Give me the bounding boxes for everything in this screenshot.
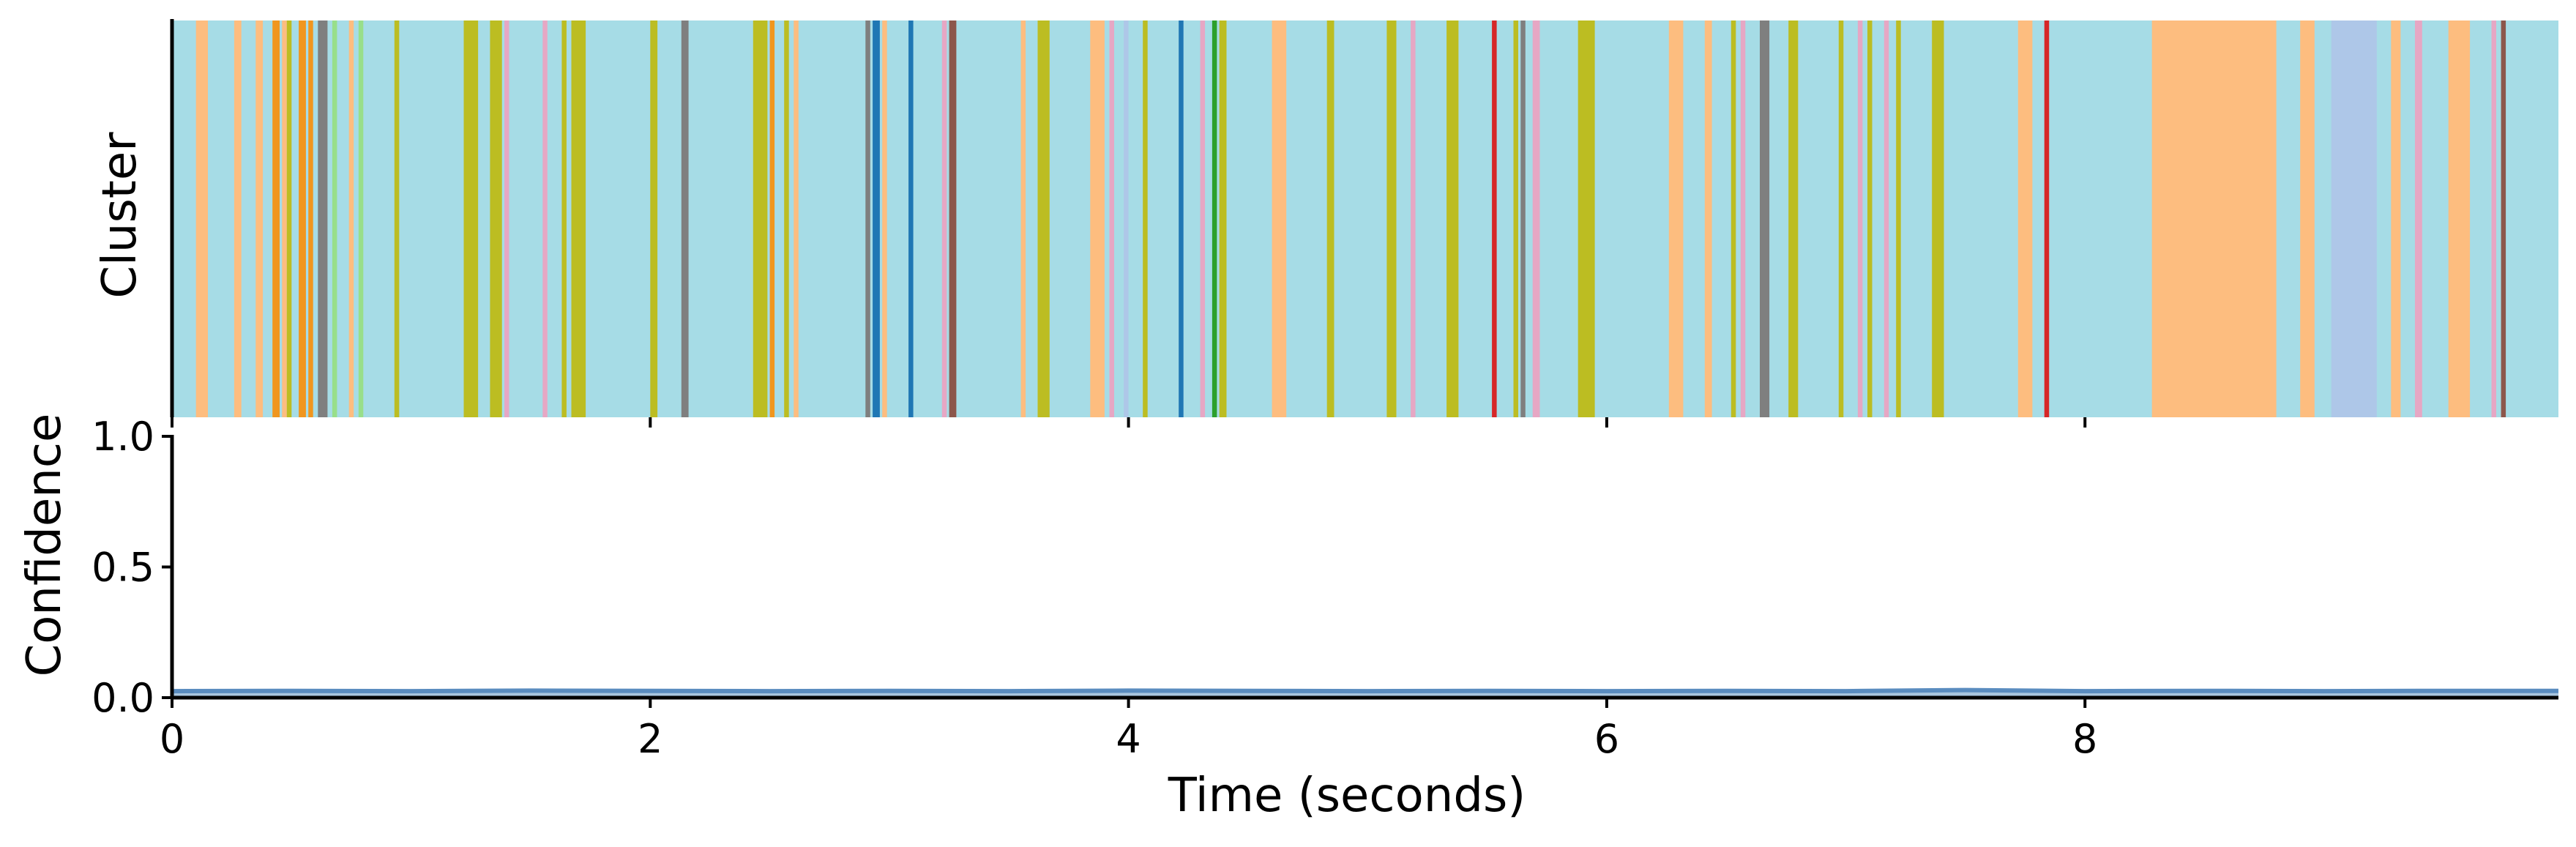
time-x-tick-label: 8: [2072, 716, 2097, 762]
confidence-panel: 0.0 0.5 1.0 0 2 4 6 8 Confidence Time (seconds…: [18, 414, 2558, 823]
cluster-segment: [1020, 20, 1026, 417]
cluster-segment: [463, 20, 479, 417]
cluster-segment: [2300, 20, 2315, 417]
cluster-segment: [1740, 20, 1746, 417]
cluster-segments: [172, 20, 2558, 417]
time-x-tick-label: 6: [1594, 716, 1619, 762]
cluster-segment: [504, 20, 509, 417]
cluster-segment: [1386, 20, 1397, 417]
cluster-segment: [1492, 20, 1497, 417]
cluster-segment: [2391, 20, 2401, 417]
time-x-tick-label: 0: [160, 716, 184, 762]
cluster-segment: [769, 20, 775, 417]
cluster-segment: [332, 20, 337, 417]
cluster-segment: [784, 20, 789, 417]
cluster-segment: [1411, 20, 1416, 417]
cluster-segment: [2448, 20, 2471, 417]
cluster-segment: [1446, 20, 1459, 417]
cluster-segment: [2415, 20, 2422, 417]
cluster-segment: [348, 20, 354, 417]
cluster-segment: [865, 20, 870, 417]
cluster-segment: [308, 20, 313, 417]
cluster-segment: [1272, 20, 1287, 417]
cluster-segment: [1884, 20, 1889, 417]
cluster-segment: [1037, 20, 1050, 417]
cluster-segment: [1896, 20, 1901, 417]
cluster-segment: [234, 20, 242, 417]
cluster-segment: [1704, 20, 1712, 417]
cluster-segment: [1179, 20, 1184, 417]
cluster-segment: [908, 20, 914, 417]
cluster-segment: [873, 20, 880, 417]
cluster-segment: [358, 20, 364, 417]
cluster-segment: [1532, 20, 1540, 417]
cluster-segment: [1867, 20, 1873, 417]
cluster-segment: [299, 20, 306, 417]
time-x-tick-label: 4: [1116, 716, 1140, 762]
cluster-segment: [542, 20, 548, 417]
time-x-tick-label: 2: [638, 716, 662, 762]
confidence-y-ticks: 0.0 0.5 1.0: [92, 414, 172, 721]
cluster-segment: [882, 20, 887, 417]
cluster-segment: [286, 20, 292, 417]
cluster-segment: [394, 20, 400, 417]
cluster-segment: [1326, 20, 1334, 417]
cluster-segment: [1932, 20, 1944, 417]
cluster-segment: [794, 20, 799, 417]
cluster-segment: [2501, 20, 2506, 417]
cluster-segment: [949, 20, 957, 417]
cluster-segment: [2331, 20, 2377, 417]
confidence-y-tick-label: 0.5: [92, 545, 154, 591]
cluster-segment: [490, 20, 502, 417]
cluster-segment: [650, 20, 658, 417]
cluster-segment: [1513, 20, 1518, 417]
cluster-segment: [2017, 20, 2033, 417]
cluster-segment: [1760, 20, 1770, 417]
cluster-segment: [318, 20, 328, 417]
cluster-segment: [272, 20, 280, 417]
confidence-line: [171, 687, 2558, 694]
cluster-segment: [2491, 20, 2496, 417]
cluster-segment: [941, 20, 947, 417]
cluster-segment: [753, 20, 768, 417]
cluster-segment: [1200, 20, 1206, 417]
cluster-panel: Cluster: [93, 19, 2558, 428]
cluster-segment: [1212, 20, 1217, 417]
cluster-segment: [1124, 20, 1129, 417]
cluster-segment: [1857, 20, 1863, 417]
confidence-y-axis-label: Confidence: [18, 414, 72, 677]
confidence-y-tick-label: 0.0: [92, 675, 154, 721]
cluster-segment: [571, 20, 586, 417]
cluster-segment: [172, 20, 196, 417]
cluster-segment: [1668, 20, 1684, 417]
cluster-segment: [255, 20, 264, 417]
cluster-segment: [681, 20, 689, 417]
cluster-y-axis-label: Cluster: [93, 132, 147, 299]
cluster-segment: [1143, 20, 1148, 417]
cluster-segment: [195, 20, 208, 417]
cluster-segment: [2151, 20, 2277, 417]
confidence-x-ticks: 0 2 4 6 8: [160, 698, 2097, 762]
cluster-segment: [1838, 20, 1844, 417]
cluster-segment: [2044, 20, 2050, 417]
cluster-segment: [1731, 20, 1736, 417]
cluster-segment: [1788, 20, 1799, 417]
cluster-segment: [282, 20, 287, 417]
cluster-segment: [1520, 20, 1526, 417]
time-x-axis-label: Time (seconds): [1168, 769, 1526, 823]
cluster-segment: [1109, 20, 1114, 417]
cluster-x-ticks: [171, 417, 2087, 428]
cluster-segment: [1578, 20, 1595, 417]
cluster-segment: [1219, 20, 1227, 417]
cluster-segment: [1090, 20, 1105, 417]
cluster-segment: [561, 20, 567, 417]
confidence-y-tick-label: 1.0: [92, 414, 154, 460]
